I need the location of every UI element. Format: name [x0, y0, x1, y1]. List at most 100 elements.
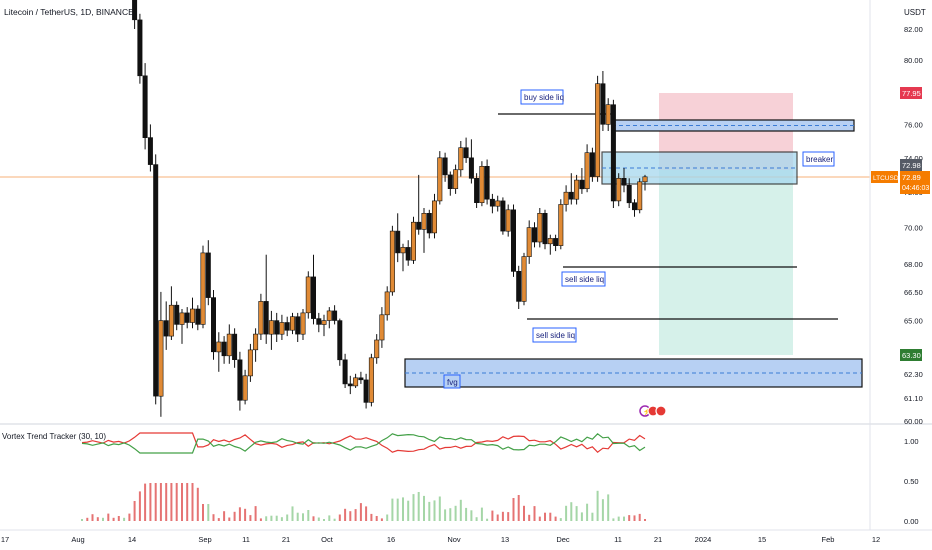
- histogram-bar: [144, 483, 147, 521]
- histogram-bar: [486, 518, 489, 521]
- bear-candle: [579, 179, 585, 190]
- bull-candle: [574, 179, 580, 200]
- reward-zone[interactable]: [659, 170, 793, 355]
- bull-candle: [216, 341, 222, 353]
- fvg-label-box: [443, 374, 461, 389]
- histogram-bar: [307, 510, 310, 521]
- histogram-bar: [286, 514, 289, 521]
- bear-candle: [395, 230, 401, 254]
- histogram-bar: [591, 512, 594, 521]
- histogram-bar: [165, 483, 168, 521]
- price-tick-label: 70.00: [904, 224, 923, 233]
- histogram-bar: [565, 505, 568, 521]
- bear-candle: [342, 359, 348, 385]
- histogram-bar: [91, 514, 94, 521]
- histogram-bar: [586, 503, 589, 521]
- bull-candle: [479, 166, 485, 204]
- bear-candle: [316, 318, 322, 325]
- lightning-glyph-icon: ⚡: [643, 407, 652, 416]
- event-icons[interactable]: ⚡: [639, 405, 667, 417]
- bear-candle: [347, 383, 353, 387]
- price-tick-label: 62.30: [904, 370, 923, 379]
- bull-candle: [505, 209, 511, 232]
- vortex-green-line: [81, 433, 646, 454]
- bull-candle: [642, 176, 648, 183]
- histogram-bar: [402, 497, 404, 521]
- us-flag-event-icon-2[interactable]: [655, 405, 667, 417]
- bull-candle: [431, 200, 437, 234]
- histogram-bar: [312, 516, 315, 521]
- time-tick-label: 11: [614, 535, 622, 544]
- histogram-bar: [370, 513, 373, 521]
- marker-price-text: 72.98: [902, 161, 921, 170]
- stop-price-badge: [900, 349, 922, 361]
- bull-candle: [268, 320, 274, 335]
- histogram-bar: [538, 516, 541, 521]
- histogram-bar: [438, 496, 441, 521]
- histogram-bar: [475, 517, 478, 521]
- drawing-overlays[interactable]: [0, 93, 870, 388]
- bull-candle: [374, 339, 380, 359]
- histogram-bar: [223, 511, 226, 521]
- histogram-bar: [228, 517, 231, 521]
- bear-candle: [621, 178, 627, 186]
- bear-candle: [553, 238, 559, 246]
- symbol-title[interactable]: Litecoin / TetherUS, 1D, BINANCE: [4, 7, 134, 17]
- histogram-bar: [459, 499, 462, 521]
- bear-candle: [205, 252, 211, 298]
- indicator-label[interactable]: Vortex Trend Tracker (30, 10): [2, 432, 106, 441]
- histogram-bar: [217, 518, 220, 521]
- indicator-tick-label: 0.00: [904, 517, 919, 526]
- histogram-bar: [123, 517, 126, 521]
- bear-candle: [232, 333, 238, 361]
- histogram-bar: [186, 483, 189, 521]
- histogram-bar: [359, 503, 362, 521]
- histogram-bar: [86, 517, 89, 521]
- histogram-bar: [512, 498, 515, 521]
- histogram-bar: [396, 498, 399, 521]
- histogram-bar: [238, 507, 241, 521]
- time-axis[interactable]: 17 Aug 14 Sep 11 21 Oct 16 Nov 13 Dec 11 21 2024 15 Feb…: [1, 535, 880, 544]
- histogram-bar: [154, 483, 157, 521]
- bull-candle: [258, 301, 264, 335]
- histogram-bar: [196, 487, 199, 521]
- bull-candle: [168, 304, 174, 337]
- bear-candle: [442, 157, 448, 176]
- histogram-bar: [280, 517, 283, 521]
- bull-candle: [495, 200, 501, 207]
- histogram-bar: [612, 518, 615, 521]
- bull-candle: [300, 312, 306, 335]
- bear-candle: [358, 377, 364, 381]
- histogram-bar: [265, 516, 268, 521]
- bull-candle: [305, 276, 311, 314]
- price-badges: 77.95 72.98 LTCUSDT 72.89 04:46:03 63.30: [871, 87, 930, 361]
- time-tick-label: Dec: [556, 535, 570, 544]
- bull-candle: [247, 349, 253, 377]
- bull-candle: [226, 333, 232, 357]
- currency-label[interactable]: USDT: [904, 8, 926, 17]
- indicator-tick-label: 0.50: [904, 477, 919, 486]
- bear-candle: [211, 297, 217, 353]
- bull-candle: [158, 320, 164, 397]
- bull-candle: [410, 221, 416, 261]
- price-tick-label: 76.00: [904, 120, 923, 129]
- bear-candle: [310, 276, 316, 319]
- histogram-bar: [549, 512, 552, 521]
- fvg-label: fvg: [447, 378, 458, 387]
- bear-candle: [531, 227, 537, 243]
- histogram-bar: [344, 508, 347, 521]
- bull-candle: [326, 310, 332, 321]
- time-tick-label: 2024: [695, 535, 712, 544]
- histogram-bar: [302, 513, 304, 521]
- histogram-bar: [391, 498, 394, 521]
- bull-candle: [521, 256, 527, 302]
- marker-price-badge: [900, 159, 922, 171]
- histogram-bar: [412, 494, 415, 521]
- histogram-bar: [296, 512, 299, 521]
- last-price-symbol-badge: [871, 171, 898, 183]
- bull-candle: [563, 191, 569, 205]
- bull-candle: [279, 322, 285, 335]
- histogram-bar: [633, 515, 636, 521]
- countdown-text: 04:46:03: [902, 185, 929, 192]
